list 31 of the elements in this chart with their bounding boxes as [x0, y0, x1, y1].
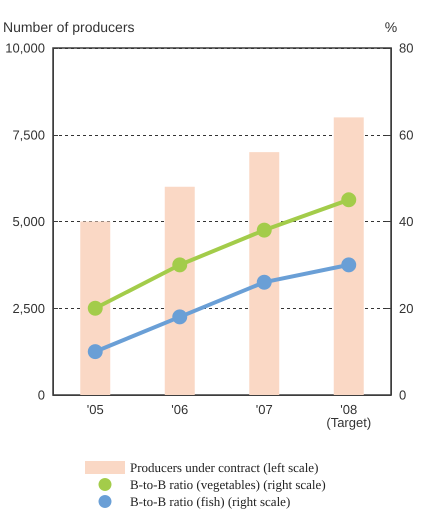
- legend-label: B-to-B ratio (vegetables) (right scale): [130, 477, 326, 492]
- point: [256, 222, 272, 238]
- x-tick-label: '08 (Target): [326, 402, 372, 430]
- point: [88, 300, 103, 316]
- point: [256, 274, 272, 290]
- y2-tick-label: 40: [399, 214, 414, 229]
- point: [88, 344, 103, 360]
- y-tick-label: 5,000: [12, 214, 45, 229]
- x-tick-label: '07: [256, 402, 273, 417]
- bar: [164, 186, 195, 395]
- y2-axis-title: %: [384, 19, 398, 35]
- x-tick-label: '06: [171, 402, 188, 417]
- y-tick-label: 10,000: [5, 40, 45, 56]
- point: [172, 257, 188, 272]
- y-axis-title: Number of producers: [3, 19, 135, 35]
- bar: [80, 222, 110, 395]
- bar: [249, 152, 280, 395]
- y2-tick-label: 80: [399, 40, 414, 56]
- y-tick-label: 0: [38, 388, 45, 402]
- y2-tick-label: 0: [399, 388, 406, 402]
- legend-label: B-to-B ratio (fish) (right scale): [130, 494, 290, 509]
- point: [172, 309, 188, 324]
- x-tick-label: '05: [86, 402, 104, 417]
- y-tick-label: 2,500: [12, 300, 45, 316]
- point: [341, 192, 356, 208]
- point: [341, 257, 356, 272]
- bar: [334, 117, 364, 395]
- y-tick-label: 7,500: [12, 127, 45, 142]
- legend-label: Producers under contract (left scale): [130, 460, 318, 475]
- y2-tick-label: 60: [399, 127, 414, 142]
- y2-tick-label: 20: [399, 300, 414, 316]
